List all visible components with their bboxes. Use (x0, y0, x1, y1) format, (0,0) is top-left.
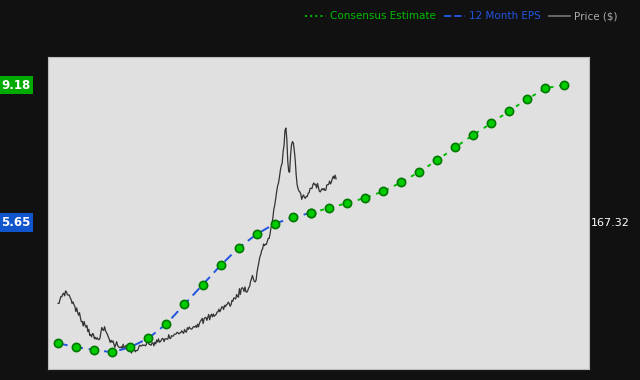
Point (450, 144, 460, 150)
Point (107, 349, 117, 355)
Point (234, 245, 244, 251)
Point (324, 205, 334, 211)
Point (306, 210, 316, 216)
Point (197, 282, 207, 288)
Point (432, 157, 442, 163)
Point (143, 335, 154, 341)
Text: 9.18: 9.18 (1, 79, 31, 92)
Point (71, 344, 81, 350)
Point (252, 231, 262, 237)
Point (342, 200, 352, 206)
Text: 167.32: 167.32 (591, 217, 630, 228)
Point (559, 82, 569, 88)
Point (216, 262, 226, 268)
Point (396, 179, 406, 185)
Point (486, 120, 497, 126)
Text: 5.65: 5.65 (1, 216, 31, 229)
Point (306, 210, 316, 216)
Point (378, 188, 388, 195)
Point (504, 108, 515, 114)
Point (53, 340, 63, 346)
Legend: Consensus Estimate, 12 Month EPS, Price ($): Consensus Estimate, 12 Month EPS, Price … (301, 7, 622, 25)
Point (540, 85, 550, 91)
Point (89, 347, 99, 353)
Point (269, 221, 280, 227)
Point (179, 301, 189, 307)
Point (161, 321, 172, 327)
Point (468, 132, 478, 138)
Point (287, 214, 298, 220)
Point (360, 195, 370, 201)
Point (414, 169, 424, 175)
Point (522, 96, 532, 102)
Point (125, 344, 136, 350)
